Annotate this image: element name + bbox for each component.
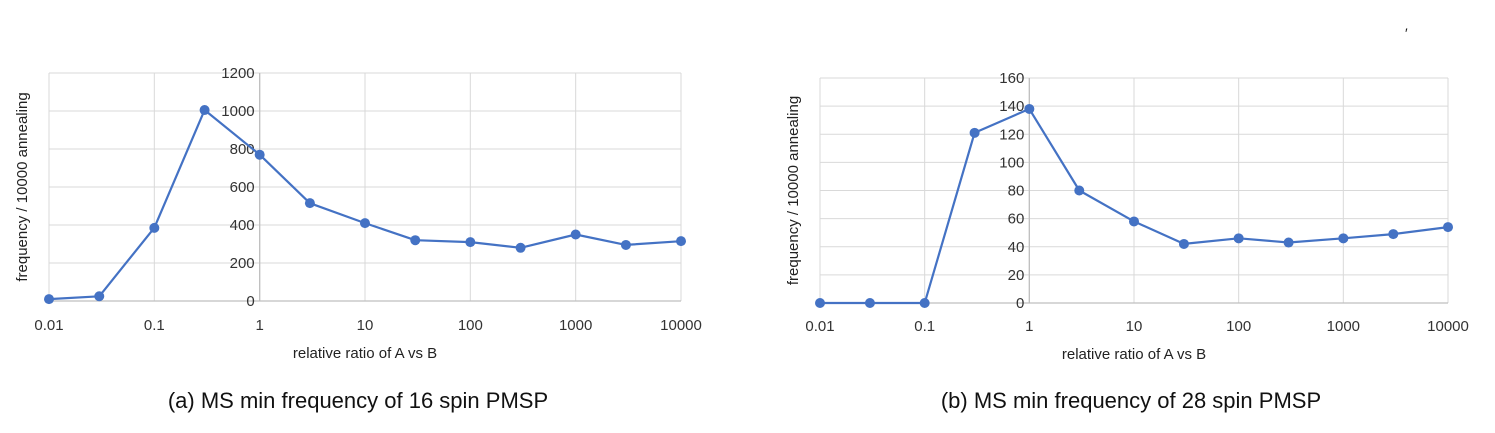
chart-caption: (a) MS min frequency of 16 spin PMSP [168,388,548,413]
y-tick-label: 0 [246,293,254,310]
data-point [1129,216,1139,227]
y-tick-label: 80 [1008,183,1025,200]
data-point [515,242,526,253]
y-tick-label: 100 [999,154,1024,171]
y-tick-label: 600 [230,179,255,196]
data-point [1283,237,1294,248]
data-point [94,291,105,302]
data-point [1443,222,1453,233]
y-tick-label: 1200 [221,65,254,82]
data-point [410,235,421,246]
y-tick-label: 20 [1008,267,1025,284]
data-point [199,105,210,116]
x-tick-label: 10000 [660,317,702,334]
y-tick-label: 800 [230,141,255,158]
x-tick-label: 10 [1126,318,1143,335]
x-tick-label: 0.01 [805,318,834,335]
x-tick-label: 100 [458,317,483,334]
y-tick-label: 60 [1008,211,1025,228]
x-tick-label: 0.01 [34,317,63,334]
data-point [1178,238,1189,249]
x-tick-label: 0.1 [144,317,165,334]
y-tick-label: 140 [999,98,1024,115]
data-point [570,229,581,240]
chart-caption: (b) MS min frequency of 28 spin PMSP [941,388,1321,413]
chart-b: 0 20 40 60 80 100 120 140 160 0.01 0.1 1 10 100 1000 10… [785,70,1469,413]
y-tick-label: 400 [230,217,255,234]
x-tick-label: 0.1 [914,318,935,335]
y-tick-label: 1000 [221,103,254,120]
y-axis-title: frequency / 10000 annealing [14,92,31,281]
chart-a: 0 200 400 600 800 1000 1200 0.01 0.1 1 10 100 1000 10… [14,65,702,413]
data-point [1074,185,1085,196]
x-tick-label: 1 [255,317,263,334]
data-point [969,127,980,138]
data-point [815,298,825,308]
data-point [676,236,686,247]
data-point [1338,233,1349,244]
x-axis-title: relative ratio of A vs B [293,345,437,362]
y-tick-label: 200 [230,255,255,272]
y-axis-title: frequency / 10000 annealing [785,96,802,285]
x-tick-label: 10000 [1427,318,1469,335]
data-point [1233,233,1244,244]
x-tick-label: 1 [1025,318,1033,335]
data-point [149,222,160,233]
x-axis-title: relative ratio of A vs B [1062,346,1206,363]
y-tick-label: 0 [1016,295,1024,312]
stray-mark: ′ [1405,25,1408,41]
data-point [465,237,476,248]
data-point [254,149,265,160]
data-point [864,298,875,308]
x-tick-label: 10 [357,317,374,334]
data-point [1388,229,1399,240]
y-tick-label: 160 [999,70,1024,87]
data-point [360,218,370,229]
data-point [919,298,930,308]
data-point [1024,103,1035,114]
x-tick-label: 1000 [1327,318,1360,335]
data-point [620,239,631,250]
x-tick-label: 1000 [559,317,592,334]
data-point [44,294,54,305]
data-point [304,198,315,209]
x-tick-label: 100 [1226,318,1251,335]
y-tick-label: 40 [1008,239,1025,256]
y-tick-label: 120 [999,126,1024,143]
